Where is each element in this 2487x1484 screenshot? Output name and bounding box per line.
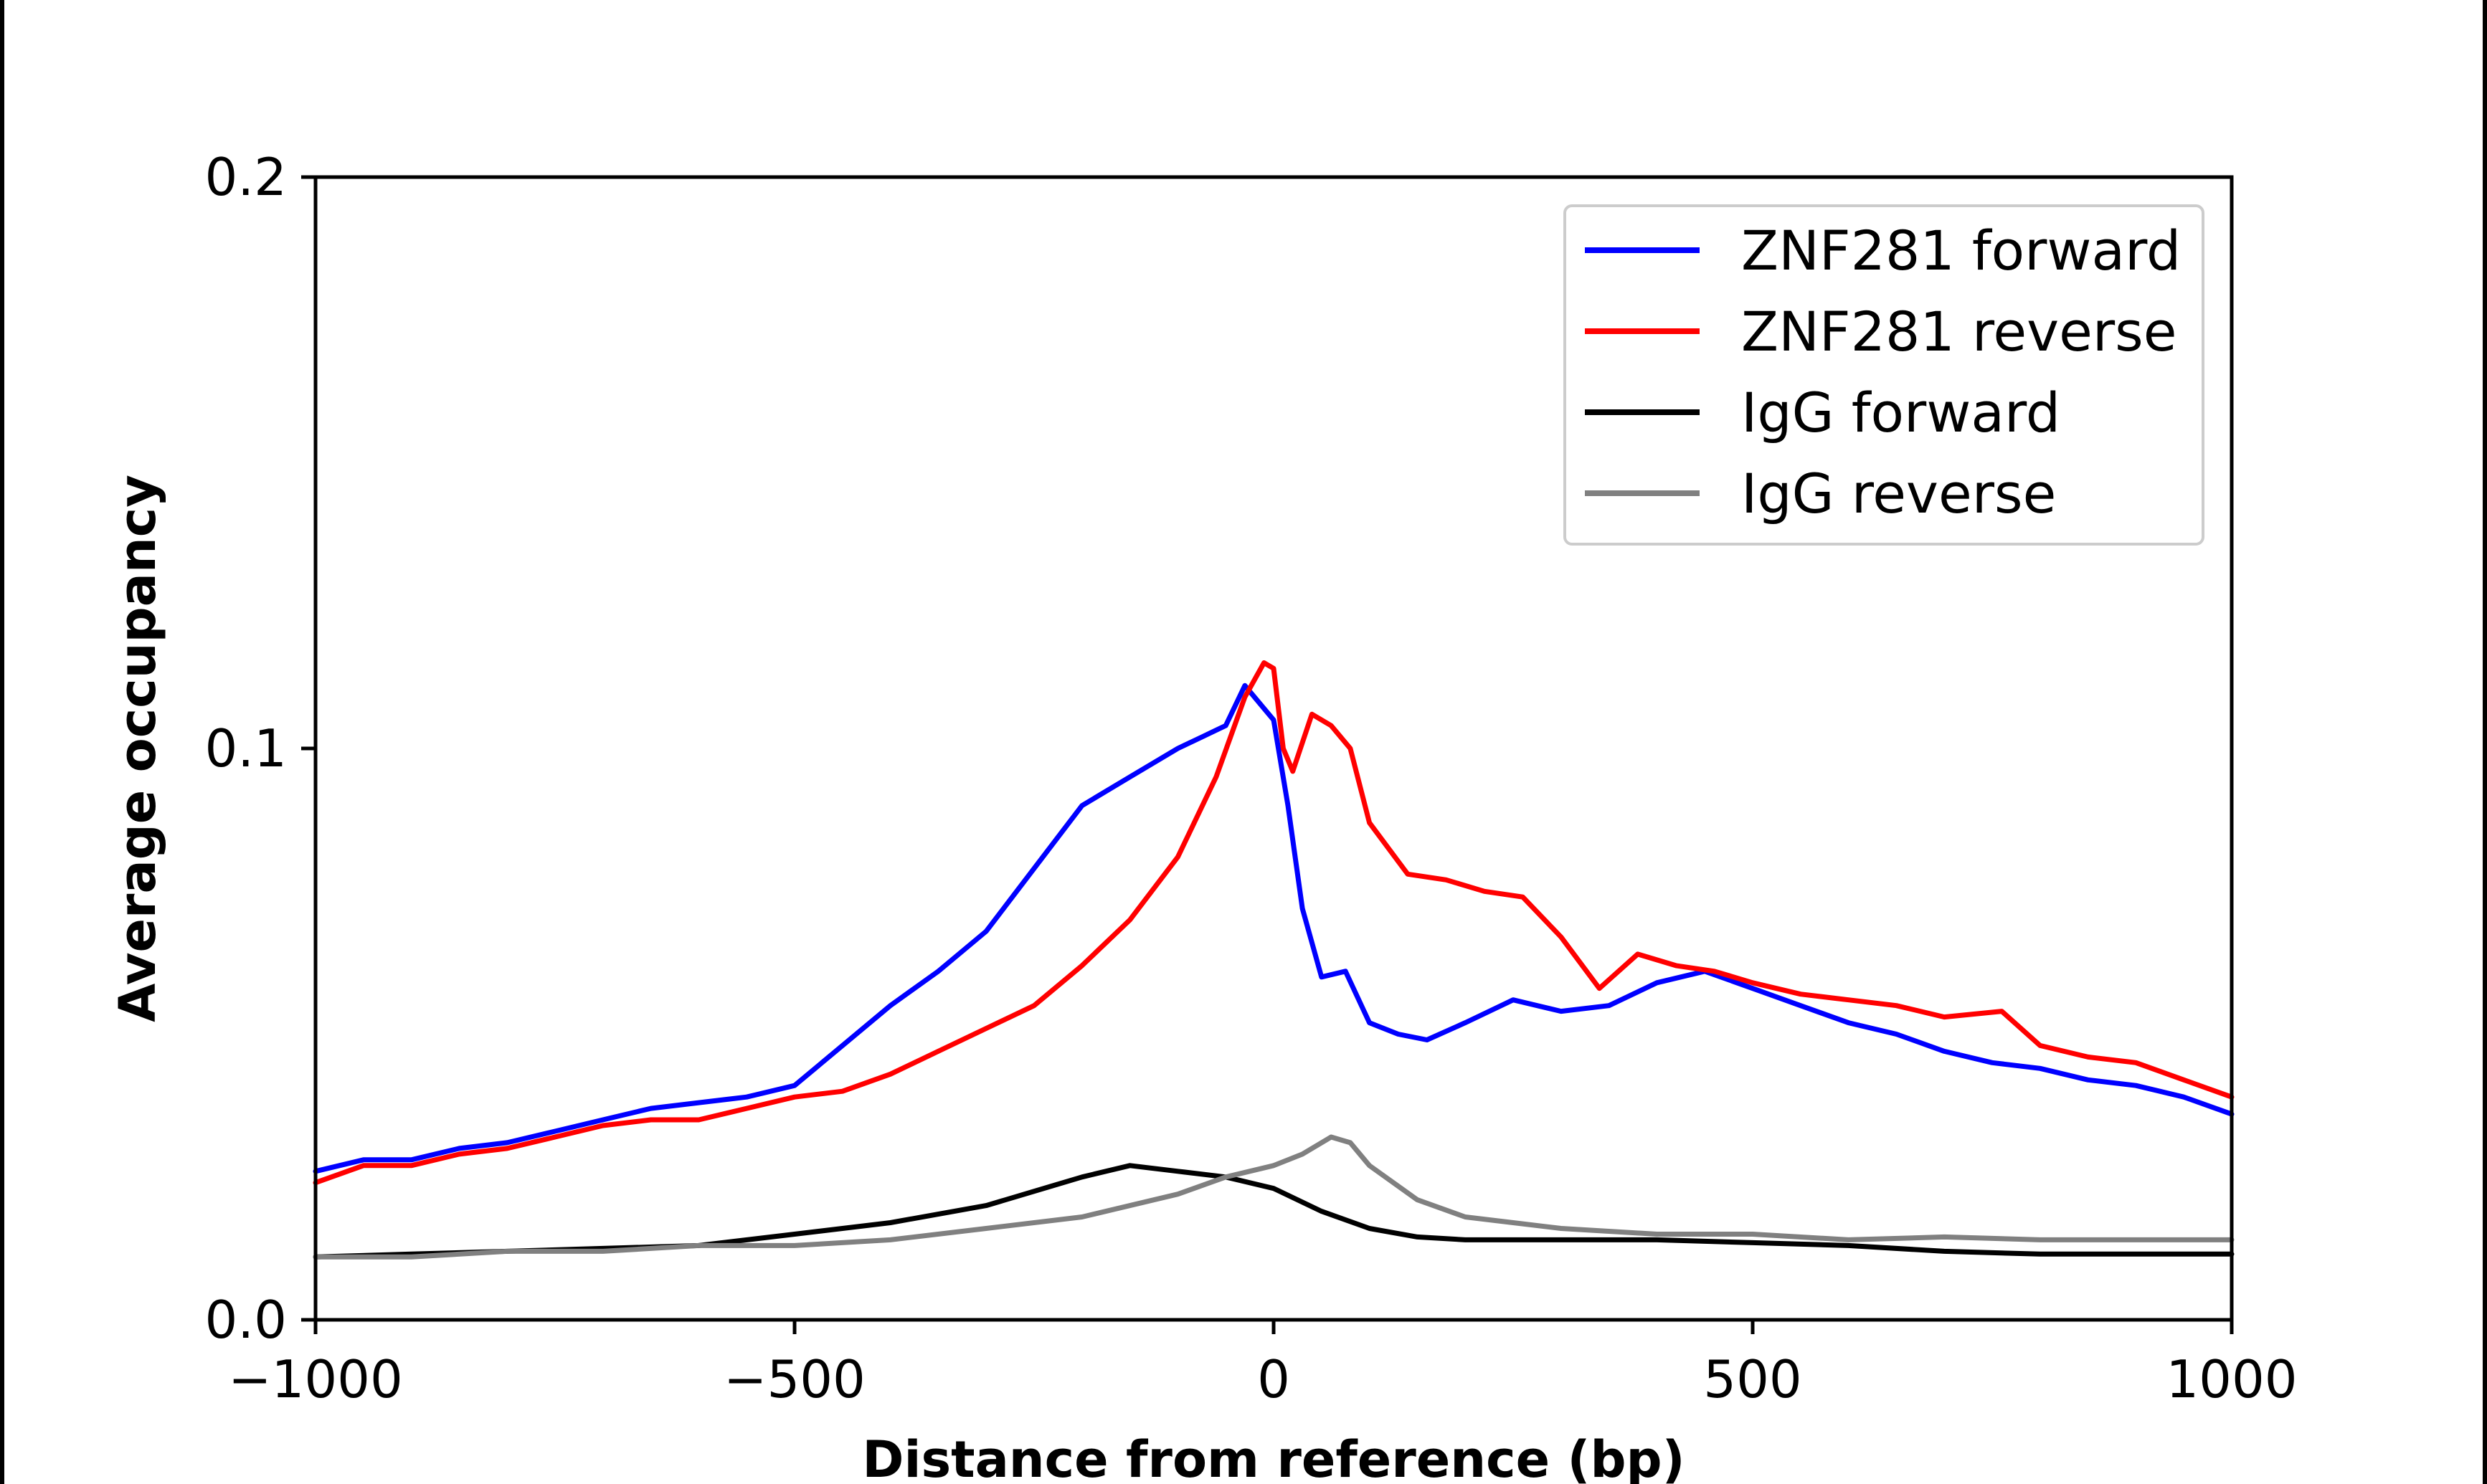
y-axis: 0.0 0.1 0.2 <box>204 147 316 1350</box>
series-line-2 <box>313 660 2235 1186</box>
x-tick-label: 500 <box>1703 1349 1801 1409</box>
x-axis-title: Distance from reference (bp) <box>862 1430 1685 1484</box>
series-layer <box>313 660 2235 1260</box>
legend-label: IgG reverse <box>1741 462 2056 525</box>
y-tick-label: 0.2 <box>204 147 287 207</box>
x-tick-label: 1000 <box>2166 1349 2297 1409</box>
right-border <box>2483 0 2487 1484</box>
series-line-4 <box>313 1134 2235 1260</box>
legend-label: IgG forward <box>1741 381 2060 444</box>
legend-label: ZNF281 reverse <box>1741 300 2177 363</box>
legend-box <box>1563 204 2204 546</box>
legend-label: ZNF281 forward <box>1741 219 2181 282</box>
y-tick-label: 0.0 <box>204 1290 287 1350</box>
left-border <box>0 0 4 1484</box>
y-axis-title: Average occupancy <box>108 475 167 1022</box>
series-line-3 <box>313 1163 2235 1260</box>
x-tick-label: −1000 <box>228 1349 403 1409</box>
legend: ZNF281 forward ZNF281 reverse IgG forward I… <box>1563 204 2204 546</box>
x-tick-label: −500 <box>724 1349 866 1409</box>
x-tick-label: 0 <box>1257 1349 1290 1409</box>
legend-entries: ZNF281 forward ZNF281 reverse IgG forward I… <box>1585 219 2181 525</box>
series-line-1 <box>313 682 2235 1174</box>
y-tick-label: 0.1 <box>204 718 287 779</box>
x-axis: −1000 −500 0 500 1000 <box>228 1320 2298 1409</box>
